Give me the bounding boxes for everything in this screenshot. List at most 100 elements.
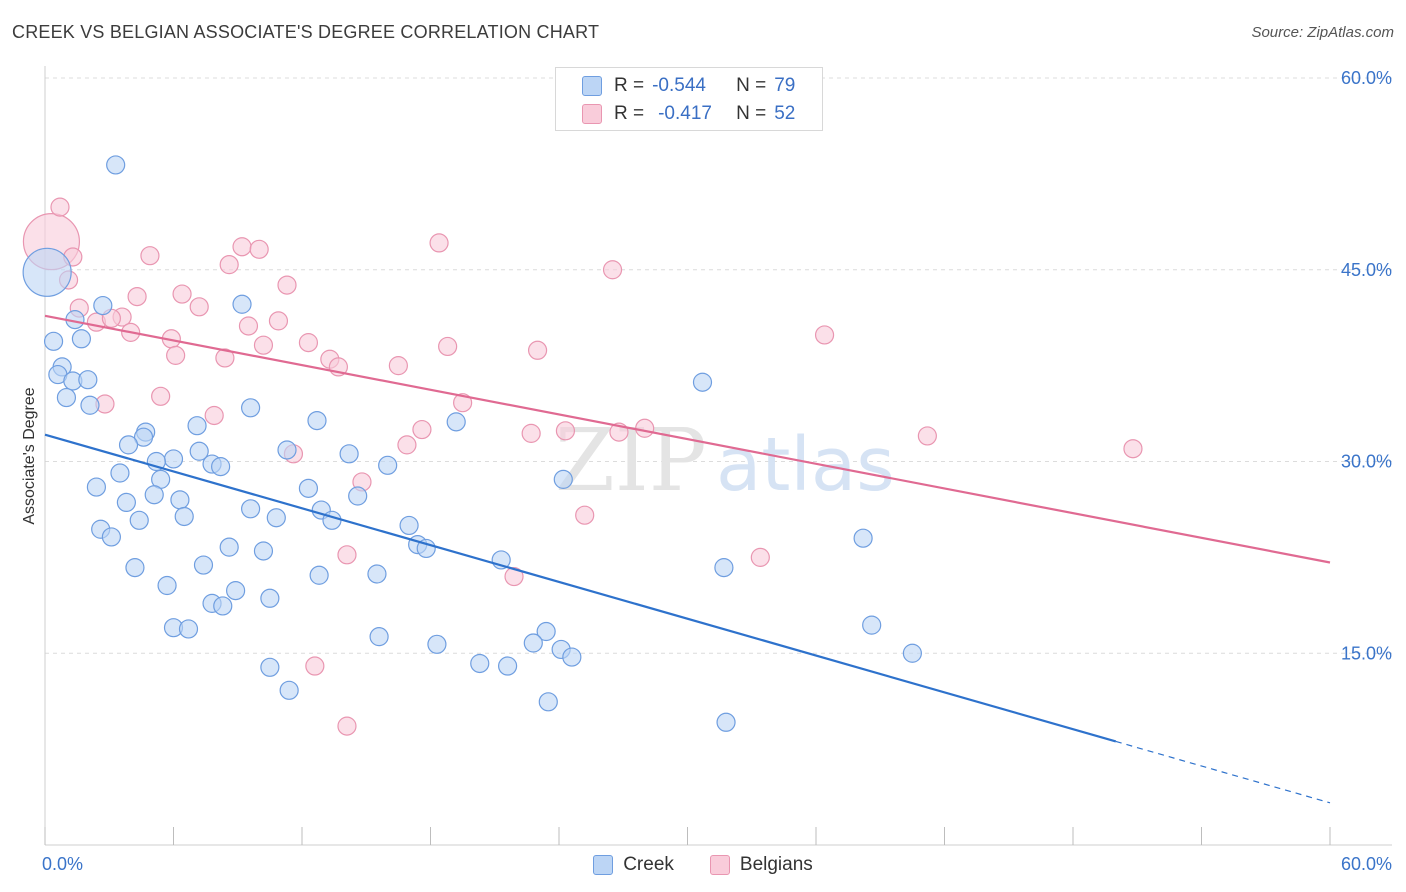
creek-point xyxy=(118,435,139,455)
source-credit: Source: ZipAtlas.com xyxy=(1251,24,1394,41)
belgian-point xyxy=(253,335,274,355)
creek-point xyxy=(523,633,543,653)
creek-point xyxy=(213,596,233,616)
creek-point xyxy=(133,427,154,447)
creek-point xyxy=(307,410,327,431)
watermark-zip: ZIP xyxy=(555,411,707,511)
legend-r-label: R = xyxy=(614,75,645,96)
creek-point xyxy=(446,412,466,432)
trend-lines xyxy=(44,314,1331,804)
creek-point xyxy=(348,486,368,506)
creek-point xyxy=(862,615,882,635)
belgian-point xyxy=(50,197,70,217)
belgian-point xyxy=(298,333,319,353)
y-tick-label: 15.0% xyxy=(1341,643,1392,663)
axes xyxy=(44,66,1392,846)
series-legend: Creek Belgians xyxy=(0,852,1406,878)
belgian-point xyxy=(814,325,835,345)
creek-point xyxy=(427,634,447,654)
belgian-point xyxy=(337,716,357,736)
legend-label-creek: Creek xyxy=(623,854,674,875)
creek-point xyxy=(187,416,207,436)
belgian-point xyxy=(521,423,541,443)
y-tick-label: 45.0% xyxy=(1341,260,1392,280)
creek-trend-extension xyxy=(1115,740,1331,804)
y-tick-label: 60.0% xyxy=(1341,68,1392,88)
creek-point xyxy=(43,331,64,351)
x-tick-label: 60.0% xyxy=(1341,854,1392,874)
watermark-atlas: atlas xyxy=(716,422,895,508)
belgian-point xyxy=(337,545,357,565)
belgian-point xyxy=(555,421,576,441)
legend-item-creek: Creek xyxy=(593,854,674,876)
belgian-point xyxy=(277,275,297,295)
creek-point xyxy=(86,477,107,497)
creek-point xyxy=(369,627,389,647)
legend-row-belgians: R = -0.417 N = 52 xyxy=(556,101,795,127)
legend-n-value: 79 xyxy=(774,75,796,96)
creek-point xyxy=(241,398,261,418)
legend-n-label: N = xyxy=(736,75,767,96)
creek-point xyxy=(163,449,184,469)
belgian-point xyxy=(438,336,458,357)
belgian-point xyxy=(151,386,171,406)
creek-point xyxy=(309,565,329,585)
creek-point xyxy=(129,510,149,530)
belgian-point xyxy=(412,419,432,440)
creek-point xyxy=(56,387,77,408)
creek-point xyxy=(157,575,177,596)
belgian-point xyxy=(575,505,595,525)
creek-point xyxy=(498,656,518,676)
creek-point xyxy=(110,463,130,483)
creek-point xyxy=(144,485,164,505)
creek-point xyxy=(562,647,582,667)
creek-point xyxy=(470,653,490,674)
legend-n-value: 52 xyxy=(774,103,796,124)
belgian-point xyxy=(504,566,524,587)
belgian-point xyxy=(238,316,259,336)
belgian-point xyxy=(397,435,417,455)
creek-point xyxy=(193,555,214,575)
creek-point xyxy=(416,538,436,559)
creek-point xyxy=(378,455,398,475)
belgian-trend-line xyxy=(44,314,1331,564)
belgian-point xyxy=(189,297,209,317)
tick-labels: 15.0% 30.0% 45.0% 60.0% 0.0% 60.0% xyxy=(42,68,1392,874)
x-tick-label: 0.0% xyxy=(42,854,83,874)
belgian-point xyxy=(166,345,186,365)
creek-point xyxy=(93,295,113,316)
legend-row-creek: R = -0.544 N = 79 xyxy=(556,73,795,99)
stats-legend: R = -0.544 N = 79 R = -0.417 N = 52 xyxy=(555,67,823,131)
creek-point xyxy=(101,527,121,547)
creek-point xyxy=(125,558,145,578)
legend-r-label: R = xyxy=(614,103,645,124)
belgian-point xyxy=(1123,439,1143,459)
y-tick-label: 30.0% xyxy=(1341,452,1392,472)
belgian-point xyxy=(635,418,655,438)
belgian-point xyxy=(215,348,235,368)
belgian-point xyxy=(527,340,548,360)
belgian-point xyxy=(172,284,192,304)
belgian-point xyxy=(305,656,325,676)
legend-r-value: -0.544 xyxy=(652,75,706,96)
belgian-point xyxy=(388,356,408,376)
creek-point xyxy=(902,643,922,663)
creek-point xyxy=(241,499,261,519)
creek-series xyxy=(22,155,922,732)
creek-point xyxy=(266,508,286,528)
belgians-swatch xyxy=(709,855,730,875)
creek-point xyxy=(170,490,190,510)
belgian-point xyxy=(453,393,473,413)
creek-point xyxy=(226,581,246,601)
belgian-point xyxy=(232,237,252,257)
creek-point xyxy=(553,469,573,489)
creek-point xyxy=(80,395,100,415)
creek-point xyxy=(279,680,299,700)
creek-point xyxy=(211,457,231,477)
legend-label-belgians: Belgians xyxy=(739,854,813,875)
creek-point xyxy=(71,329,92,349)
belgian-point xyxy=(204,405,224,426)
creek-point xyxy=(260,657,280,677)
creek-point xyxy=(277,440,297,460)
